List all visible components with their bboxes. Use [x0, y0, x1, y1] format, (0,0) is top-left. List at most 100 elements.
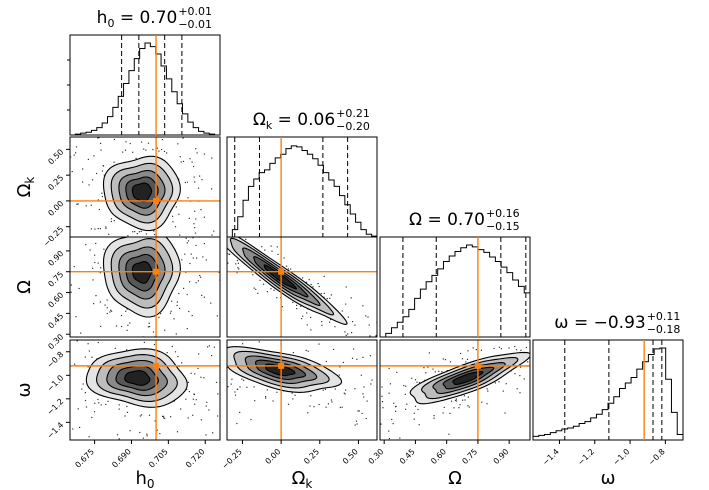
sample-point [214, 259, 215, 260]
sample-point [362, 356, 364, 358]
sample-point [441, 371, 443, 373]
sample-point [664, 287, 665, 288]
sample-point [218, 354, 219, 355]
sample-point [95, 242, 97, 244]
sample-point [100, 142, 102, 144]
sample-point [187, 334, 188, 335]
sample-point [107, 400, 109, 402]
sample-point [96, 172, 98, 175]
sample-point [253, 386, 255, 388]
sample-point [272, 421, 273, 422]
sample-point [97, 219, 98, 220]
sample-point [373, 333, 374, 334]
sample-point [37, 220, 38, 221]
sample-point [1, 379, 2, 380]
sample-point [118, 408, 120, 410]
sample-point [276, 246, 278, 248]
sample-point [592, 298, 593, 299]
sample-point [157, 326, 158, 327]
sample-point [514, 373, 516, 375]
sample-point [463, 395, 465, 397]
truth-marker [153, 268, 160, 275]
sample-point [276, 391, 278, 393]
sample-point [468, 406, 470, 408]
sample-point [502, 390, 504, 392]
sample-point [194, 373, 196, 375]
sample-point [553, 355, 554, 356]
sample-point [141, 141, 143, 143]
sample-point [194, 232, 195, 233]
sample-point [201, 294, 203, 296]
sample-point [94, 261, 96, 264]
sample-point [172, 221, 174, 223]
sample-point [216, 315, 218, 317]
sample-point [494, 382, 496, 384]
sample-point [203, 216, 205, 218]
sample-point [345, 334, 347, 336]
sample-point [306, 312, 308, 314]
hist-frame-Omega [379, 236, 531, 338]
sample-point [194, 368, 195, 369]
sample-point [193, 330, 194, 331]
sample-point [221, 410, 222, 411]
sample-point [174, 351, 177, 353]
sample-point [310, 316, 312, 318]
y-tick-label-Omega_k: 0.25 [46, 173, 65, 192]
sample-point [305, 281, 308, 283]
sample-point [192, 398, 194, 400]
sample-point [197, 190, 198, 191]
x-tick-label-Omega: 0.30 [367, 447, 386, 466]
sample-point [220, 221, 221, 222]
sample-point [171, 300, 173, 302]
sample-point [539, 345, 540, 346]
histogram-h0 [70, 42, 220, 136]
sample-point [201, 361, 202, 362]
sample-point [182, 160, 185, 162]
sample-point [79, 164, 80, 165]
sample-point [99, 345, 100, 346]
sample-point [411, 377, 413, 379]
x-tick-label-w: −1.4 [541, 447, 561, 467]
sample-point [180, 296, 181, 297]
sample-point [200, 319, 201, 320]
sample-point [179, 344, 180, 345]
sample-point [319, 322, 320, 323]
sample-point [88, 350, 90, 352]
sample-point [346, 423, 347, 424]
sample-point [154, 420, 156, 422]
sample-point [180, 179, 181, 180]
sample-point [110, 325, 111, 326]
sample-point [467, 396, 469, 398]
y-tick-label-Omega_k: −0.25 [42, 225, 66, 249]
sample-point [93, 155, 95, 157]
sample-point [266, 200, 267, 201]
title-err-minus-Omega_k: −0.20 [336, 120, 370, 133]
sample-point [206, 401, 208, 403]
sample-point [146, 433, 148, 435]
sample-point [115, 325, 118, 327]
sample-point [197, 280, 199, 282]
sample-point [628, 342, 629, 343]
sample-point [520, 349, 522, 351]
sample-point [271, 102, 272, 103]
sample-point [75, 152, 77, 154]
sample-point [102, 165, 105, 167]
y-tick-label-Omega: 0.45 [46, 311, 65, 330]
sample-point [192, 237, 194, 239]
sample-point [287, 403, 290, 405]
sample-point [136, 233, 138, 235]
sample-point [352, 321, 354, 323]
sample-point [93, 303, 95, 305]
sample-point [223, 370, 224, 371]
sample-point [77, 408, 79, 410]
sample-point [402, 352, 403, 353]
sample-point [185, 185, 186, 186]
sample-point [243, 379, 245, 381]
sample-point [249, 428, 250, 429]
sample-point [351, 446, 352, 447]
sample-point [68, 385, 69, 386]
sample-point [201, 285, 202, 286]
sample-point [307, 350, 309, 352]
truth-marker [153, 362, 160, 369]
sample-point [77, 350, 78, 351]
